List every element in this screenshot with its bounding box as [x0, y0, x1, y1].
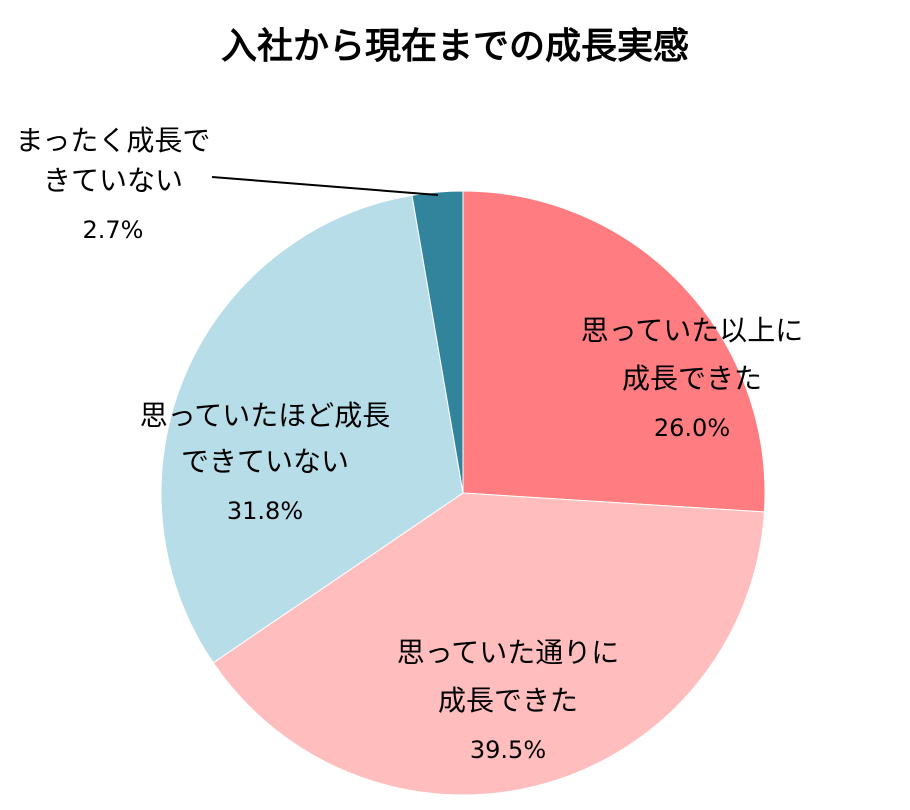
slice-label-line: 思っていたほど成長: [140, 399, 391, 432]
slice-value-label: 26.0%: [654, 414, 730, 442]
slice-label-line: 思っていた通りに: [397, 636, 620, 669]
pie-slice-less-than-expected: [160, 194, 464, 664]
slice-label-line: できていない: [181, 445, 349, 478]
pie-slice-no-growth: [411, 190, 464, 494]
pie-slices: [160, 190, 766, 796]
pie-labels: 思っていた以上に成長できた26.0%思っていた通りに成長できた39.5%思ってい…: [16, 124, 804, 764]
pie-slice-as-expected: [212, 492, 765, 796]
pie-slice-more-than-expected: [462, 190, 766, 513]
slice-label-line: きていない: [43, 164, 183, 197]
leader-line: [211, 176, 439, 196]
slice-label-line: まったく成長で: [16, 124, 211, 157]
slice-label-line: 成長できた: [438, 684, 578, 717]
slice-value-label: 31.8%: [227, 497, 303, 525]
slice-value-label: 2.7%: [83, 216, 144, 244]
chart-title: 入社から現在までの成長実感: [221, 26, 689, 67]
slice-label-line: 思っていた以上に: [581, 314, 804, 347]
slice-value-label: 39.5%: [470, 736, 546, 764]
slice-label-line: 成長できた: [622, 362, 762, 395]
